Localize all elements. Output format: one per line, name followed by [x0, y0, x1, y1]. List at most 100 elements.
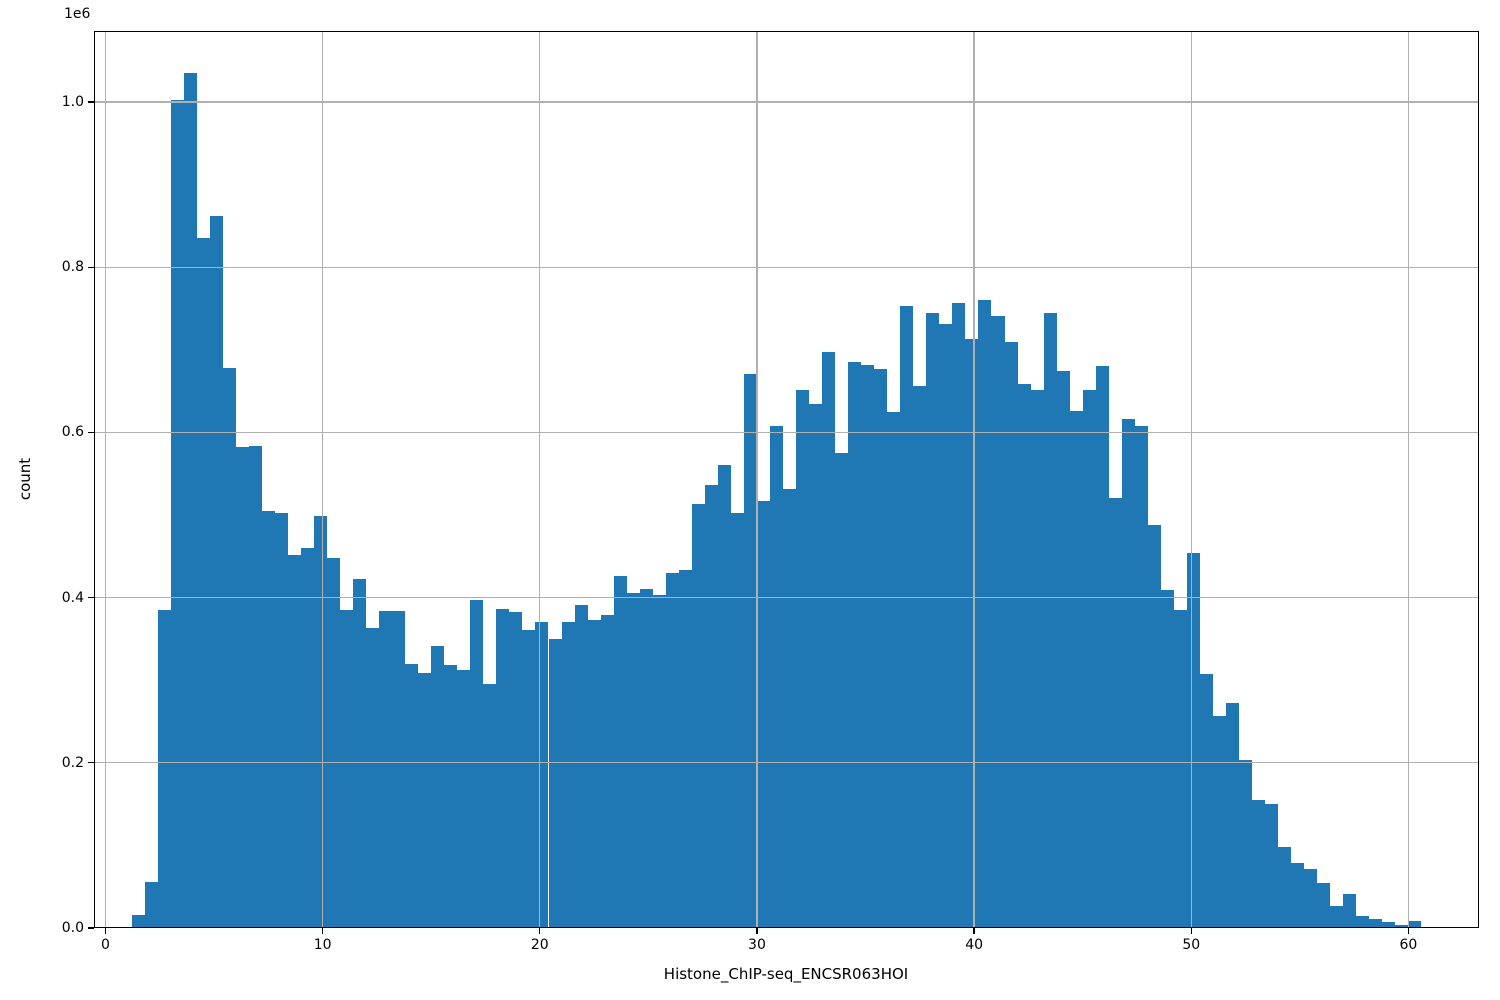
y-tick-label: 0.4 — [61, 589, 84, 606]
histogram-bar — [965, 339, 979, 928]
histogram-bar — [1199, 674, 1213, 928]
x-tick-mark — [756, 928, 758, 934]
gridline-x — [1407, 31, 1410, 928]
histogram-bar — [170, 100, 184, 928]
histogram-bar — [848, 362, 862, 928]
histogram-bar — [392, 610, 406, 928]
histogram-bar — [183, 73, 197, 928]
histogram-bar — [717, 465, 731, 928]
histogram-bar — [1304, 868, 1318, 928]
histogram-bar — [613, 576, 627, 928]
y-tick-mark — [88, 927, 94, 929]
x-tick-label: 40 — [965, 937, 984, 953]
histogram-bar — [1239, 760, 1253, 928]
x-tick-mark — [322, 928, 324, 934]
histogram-bar — [769, 425, 783, 928]
y-tick-label: 0.6 — [61, 424, 84, 441]
gridline-y — [94, 596, 1479, 599]
y-tick-label: 0.0 — [61, 920, 84, 936]
gridline-x — [539, 31, 541, 928]
x-axis-label: Histone_ChIP-seq_ENCSR063HOI — [663, 965, 909, 983]
histogram-bar — [261, 510, 275, 928]
y-tick-label: 1.0 — [61, 94, 84, 111]
histogram-bar — [209, 216, 223, 928]
plot-area — [94, 31, 1479, 928]
x-tick-label: 30 — [748, 937, 766, 953]
histogram-bar — [861, 364, 875, 928]
histogram-bar — [444, 664, 458, 928]
histogram-bar — [1147, 524, 1161, 928]
histogram-bar — [1343, 894, 1357, 928]
histogram-bar — [431, 646, 445, 928]
histogram-bar — [626, 592, 640, 928]
histogram-bar — [587, 619, 601, 928]
histogram-bar — [300, 548, 314, 928]
x-tick-label: 50 — [1182, 937, 1201, 953]
histogram-bar — [1212, 715, 1226, 928]
y-axis-label: count — [16, 457, 34, 501]
histogram-bar — [235, 447, 249, 928]
histogram-bar — [222, 367, 236, 928]
histogram-bar — [1265, 804, 1279, 928]
histogram-bar — [1043, 312, 1057, 928]
histogram-bar — [509, 611, 523, 928]
histogram-bar — [600, 614, 614, 928]
histogram-bar — [548, 638, 562, 928]
histogram-bar — [131, 914, 145, 928]
histogram-bar — [574, 605, 588, 928]
x-tick-mark — [104, 928, 107, 934]
histogram-bar — [704, 485, 718, 928]
y-tick-label: 0.8 — [61, 259, 84, 276]
histogram-bar — [978, 300, 992, 928]
histogram-bar — [743, 373, 757, 928]
histogram-bar — [887, 411, 901, 928]
histogram-bar — [1004, 342, 1018, 928]
histogram-bar — [522, 629, 536, 928]
histogram-bar — [366, 628, 380, 928]
y-tick-mark — [88, 596, 94, 599]
histogram-bar — [1395, 924, 1409, 928]
histogram-bar — [1252, 799, 1266, 928]
y-tick-mark — [88, 266, 94, 268]
histogram-bar — [796, 390, 810, 928]
histogram-bar — [1108, 498, 1122, 928]
histogram-bar — [991, 315, 1005, 928]
histogram-bar — [1291, 862, 1305, 928]
histogram-bar — [1330, 905, 1344, 928]
histogram-bar — [756, 500, 770, 928]
histogram-bar — [561, 622, 575, 928]
histogram-bar — [196, 238, 210, 928]
histogram-bar — [496, 609, 510, 928]
histogram-bar — [665, 572, 679, 928]
gridline-x — [322, 31, 324, 928]
histogram-bar — [1134, 425, 1148, 928]
histogram-bar — [913, 386, 927, 928]
histogram-bar — [287, 554, 301, 928]
histogram-bar — [1408, 920, 1422, 928]
gridline-x — [1190, 31, 1192, 928]
histogram-bar — [1382, 922, 1396, 928]
x-tick-mark — [1407, 928, 1410, 934]
histogram-bar — [1160, 590, 1174, 928]
histogram-bar — [1173, 610, 1187, 928]
histogram-bar — [809, 404, 823, 928]
histogram-bar — [874, 368, 888, 928]
gridline-y — [94, 101, 1479, 103]
gridline-y — [94, 762, 1479, 764]
histogram-bar — [900, 306, 914, 928]
histogram-bar — [1278, 847, 1292, 928]
histogram-bar — [691, 504, 705, 928]
histogram-bar — [835, 453, 849, 928]
x-tick-mark — [1190, 928, 1192, 934]
histogram-bar — [340, 610, 354, 928]
x-tick-mark — [973, 928, 975, 934]
histogram-bar — [1030, 390, 1044, 928]
histogram-bar — [1095, 365, 1109, 928]
x-tick-label: 60 — [1399, 937, 1418, 953]
histogram-bar — [1369, 918, 1383, 928]
x-tick-label: 10 — [313, 937, 332, 953]
histogram-bar — [313, 515, 327, 928]
histogram-bar — [1069, 410, 1083, 928]
histogram-bar — [144, 881, 158, 928]
